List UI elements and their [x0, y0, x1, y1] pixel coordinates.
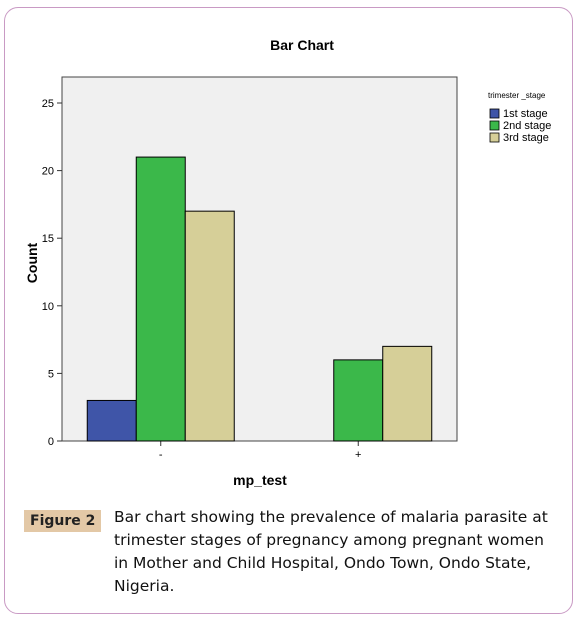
bar-1st-stage-negative [86, 399, 137, 442]
y-tick-label: 20 [42, 166, 54, 178]
legend-label: 2nd stage [503, 120, 551, 132]
y-tick-label: 15 [42, 233, 54, 245]
figure-frame [4, 7, 573, 614]
figure-label: Figure 2 [24, 510, 102, 532]
y-tick-label: 0 [48, 436, 54, 448]
bar-3rd-stage-negative [184, 210, 235, 442]
x-tick-label: + [355, 449, 361, 461]
legend-swatch [489, 108, 500, 119]
bar-2nd-stage-positive [333, 359, 384, 442]
legend-swatch [489, 120, 500, 131]
legend-label: 3rd stage [503, 132, 549, 144]
chart-title: Bar Chart [270, 37, 334, 53]
y-axis: 0 5 10 15 20 25 [42, 98, 62, 448]
legend-swatch [489, 132, 500, 143]
legend-label: 1st stage [503, 108, 548, 120]
y-tick-label: 25 [42, 98, 54, 110]
caption-text: Bar chart showing the prevalence of mala… [114, 508, 548, 595]
y-axis-title: Count [24, 242, 40, 283]
legend-title: trimester _stage [488, 91, 546, 100]
x-axis-title: mp_test [233, 472, 287, 488]
y-tick-label: 10 [42, 301, 54, 313]
bar-3rd-stage-positive [382, 345, 433, 442]
y-tick-label: 5 [48, 368, 54, 380]
bars [86, 156, 433, 442]
bar-2nd-stage-negative [135, 156, 186, 442]
x-tick-label: - [159, 449, 163, 461]
x-axis: - + [159, 441, 361, 461]
